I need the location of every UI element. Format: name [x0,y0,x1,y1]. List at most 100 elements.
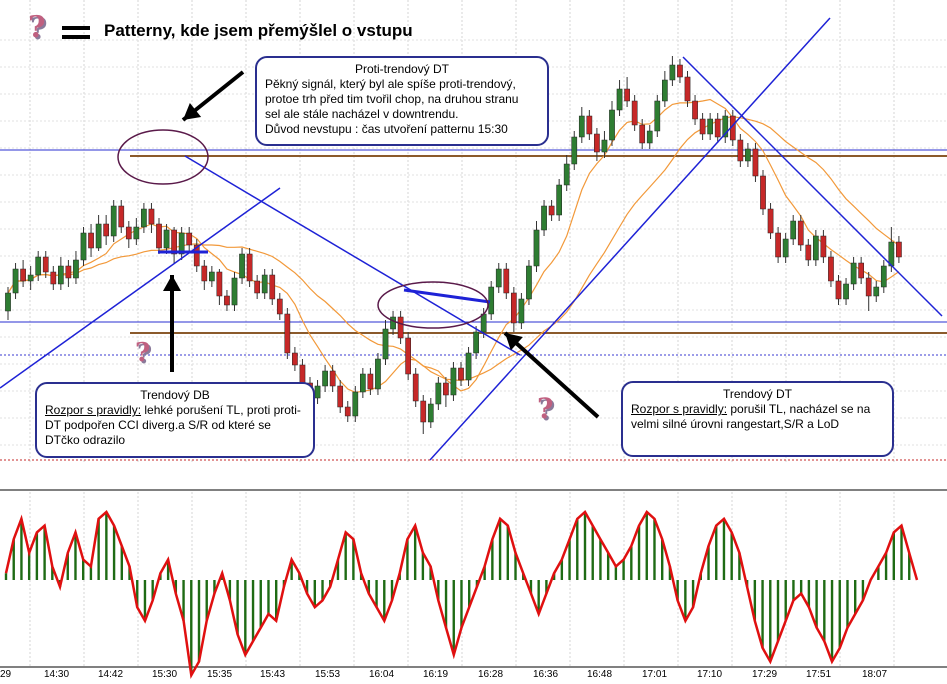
candle-bear [148,208,155,225]
candle-bear [677,64,683,78]
candle-bear [624,88,630,102]
x-tick-label: 17:51 [806,669,832,680]
candle-bear [118,205,125,228]
candle-bear [254,280,261,294]
candle-bull [35,256,42,276]
annotation-line: sel ale stále nacházel v downtrendu. [265,107,459,121]
candle-bull [58,265,64,285]
candle-bear [337,385,344,408]
candle-bear [797,220,804,246]
trendline [0,187,281,389]
candle-bull [390,316,396,330]
candle-bear [737,139,744,162]
arrow-icon-head [163,275,181,291]
candle-bull [141,208,147,228]
candles [5,56,902,434]
candle-bear [420,400,427,423]
candle-bull [12,268,19,294]
candle-bear [699,118,706,135]
annotation-text: porušil TL, nacházel se na velmi silné ú… [631,402,871,431]
candle-bull [873,286,880,297]
question-mark-icon: ? [537,392,554,425]
candle-bear [631,100,638,126]
x-tick-label: 18:07 [862,669,888,680]
annotation-heading: Trendový DT [723,387,792,401]
candle-bear [186,232,193,246]
question-mark-icon: ? [135,338,151,368]
candle-bear [329,370,336,387]
candle-bear [65,265,72,279]
candle-bull [231,277,238,306]
candle-bear [42,256,49,273]
candle-bear [767,208,774,234]
candle-bear [284,313,291,354]
candle-bull [609,109,615,141]
trendline [184,155,521,356]
x-tick-label: 17:10 [697,669,723,680]
candle-bull [790,220,797,240]
x-tick-label: 15:35 [207,669,233,680]
x-tick-label: 16:28 [478,669,504,680]
annotation-trend-db: Trendový DB Rozpor s pravidly: lehké por… [35,382,315,458]
horizontal-levels [0,149,947,461]
annotation-line: protoe trh před tim tvořil chop, na druh… [265,92,519,106]
candle-bear [692,100,698,120]
x-tick-label: 16:48 [587,669,613,680]
candle-bull [745,148,751,162]
candle-bull [495,268,502,288]
candle-bear [125,226,132,240]
annotation-line: Pěkný signál, který byl ale spíše proti-… [265,77,516,91]
trendline [429,17,831,461]
candle-bear [193,244,200,267]
candle-bear [760,175,766,210]
candle-bear [50,271,57,285]
candle-bear [344,406,351,417]
x-tick-label: 17:01 [642,669,668,680]
candle-bear [269,274,276,300]
x-tick-label: 29 [0,669,12,680]
cci-line [4,510,919,680]
candle-bear [714,118,721,138]
x-tick-label: 16:19 [423,669,449,680]
candle-bull [95,223,102,249]
page-title: Patterny, kde jsem přemýšlel o vstupu [104,21,413,40]
annotation-text: lehké porušení TL, proti proti-DT podpoř… [45,403,301,447]
candle-bear [299,364,306,384]
candle-bear [594,133,600,153]
candle-bull [646,130,653,144]
candle-bear [412,373,419,402]
candle-bear [639,124,646,144]
arrow-icon [503,331,600,419]
candle-bear [548,205,555,216]
candle-bear [397,316,404,339]
x-tick-label: 15:30 [152,669,178,680]
candle-bull [707,118,713,135]
candle-bull [654,100,661,132]
candle-bear [586,115,593,135]
x-tick-label: 14:42 [98,669,124,680]
candle-bear [805,244,812,261]
candle-bull [563,163,570,186]
x-tick-label: 16:36 [533,669,559,680]
candle-bull [5,292,11,312]
candle-bull [261,274,268,294]
candle-bear [458,367,464,381]
candle-bull [73,259,79,279]
candle-bull [662,79,668,102]
candle-bull [163,229,170,249]
candle-bear [858,262,864,279]
trendline [682,56,943,317]
candle-bear [292,352,298,366]
x-tick-label: 15:43 [260,669,286,680]
candle-bear [828,256,834,282]
candle-bull [601,139,608,153]
candle-bear [246,253,253,282]
candle-bull [722,115,729,138]
candle-bull [473,331,479,354]
candle-bull [541,205,547,231]
candle-bull [571,136,578,165]
candle-bull [480,313,487,333]
candle-bull [465,352,472,381]
candle-bull [382,328,389,360]
pattern-circle [117,129,209,185]
